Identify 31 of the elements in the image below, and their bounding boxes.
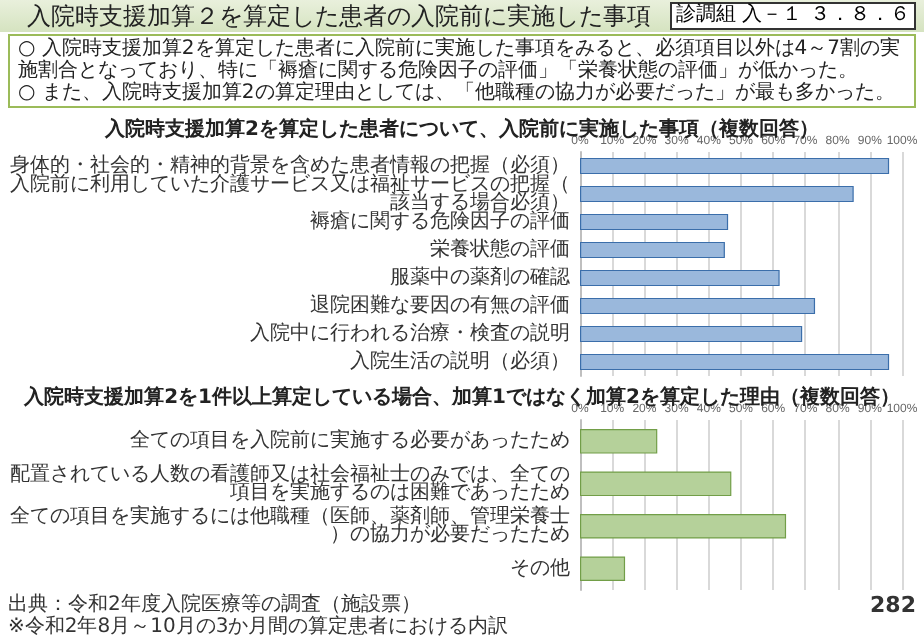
bar	[580, 325, 803, 343]
text: ※令和2年8月～10月の3か月間の算定患者における内訳	[8, 616, 511, 638]
text: ３．８．６	[810, 4, 910, 28]
bar	[580, 185, 854, 203]
y-tick-label: 服薬中の薬剤の確認	[390, 265, 570, 289]
bar	[580, 428, 658, 454]
y-tick-label: 全ての項目を入院前に実施する必要があったため	[130, 428, 570, 453]
text: ○ また、入院時支援加算2の算定理由としては、「他職種の協力が必要だった」が最も多かった。	[18, 82, 897, 104]
y-tick-label: 全ての項目を実施するには他職種（医師、薬剤師、管理栄養士）の協力が必要だったため	[10, 504, 570, 547]
bar	[580, 471, 732, 497]
text: 診調組 入－１	[675, 4, 802, 28]
y-tick-label: 栄養状態の評価	[430, 237, 570, 261]
text: 入院時支援加算２を算定した患者の入院前に実施した事項	[24, 0, 653, 33]
bar	[580, 157, 890, 175]
text: 282	[870, 592, 916, 618]
y-tick-label: 入院生活の説明（必須）	[350, 349, 570, 373]
y-tick-label: 入院中に行われる治療・検査の説明	[250, 321, 570, 345]
bar	[580, 353, 890, 371]
bar	[580, 269, 780, 287]
bar	[580, 213, 729, 231]
bar	[580, 556, 626, 582]
y-tick-label: 配置されている人数の看護師又は社会福祉士のみでは、全ての項目を実施するのは困難であったため	[10, 461, 570, 504]
bar	[580, 513, 787, 539]
source-note: 出典：令和2年度入院医療等の調査（施設票）	[8, 594, 421, 616]
bar	[580, 241, 725, 259]
y-tick-label: 退院困難な要因の有無の評価	[310, 293, 570, 317]
text: ○ 入院時支援加算2を算定した患者に入院前に実施した事項をみると、必須項目以外は4～7割の実施割合となっており、特に「褥瘡に関する危険因子の評価」「栄養状態の評価」が低かった。	[18, 38, 902, 82]
y-tick-label: 身体的・社会的・精神的背景を含めた患者情報の把握（必須）	[10, 153, 570, 177]
y-tick-label: 褥瘡に関する危険因子の評価	[310, 209, 570, 233]
y-tick-label: その他	[510, 555, 570, 580]
bar	[580, 297, 816, 315]
